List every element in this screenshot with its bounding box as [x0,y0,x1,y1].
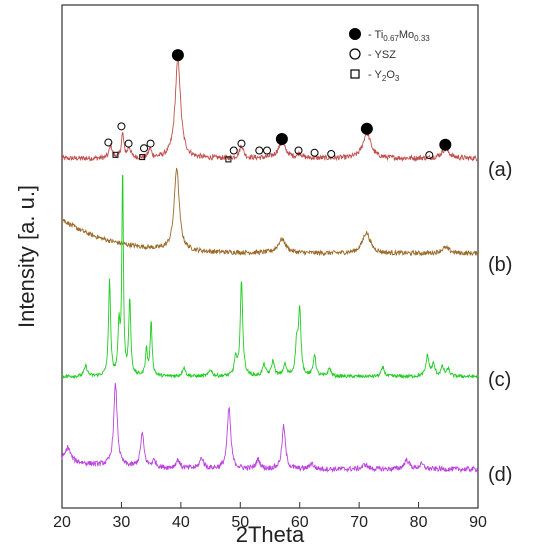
x-tick-label: 70 [350,514,368,531]
legend-label-ti-mo: - Ti0.67Mo0.33 [368,29,430,43]
ysz-peak-marker [124,139,133,148]
curve-b [61,167,479,257]
ysz-peak-marker [237,139,246,148]
curve-a [61,58,479,163]
curve-series-group [61,58,479,474]
legend-marker-open-circle [349,48,361,60]
ysz-peak-marker [263,146,272,155]
legend-entry-y2o3: - Y2O3 [350,69,400,83]
ti-mo-peak-marker [360,122,373,135]
x-tick-label: 60 [291,514,309,531]
legend-marker-open-square [350,69,360,79]
y2o3-peak-marker [112,151,119,158]
ysz-peak-marker [327,149,336,158]
x-axis-title: 2Theta [236,522,305,547]
ysz-peak-marker [229,146,238,155]
ysz-peak-marker [140,144,149,153]
legend-marker-filled-circle [349,28,361,40]
x-tick-label: 80 [410,514,428,531]
ysz-peak-marker [104,138,113,147]
plot-frame [61,4,479,509]
x-tick-label: 50 [231,514,249,531]
curve-c [61,174,479,380]
curve-d [61,382,479,474]
x-tick-label: 20 [53,514,71,531]
curve-label-a: (a) [488,159,512,181]
ysz-peak-marker [146,139,155,148]
plot-area [61,4,479,509]
ysz-peak-marker [117,122,126,131]
x-tick-label: 40 [172,514,190,531]
curve-label-b: (b) [488,254,512,276]
x-tick-group: 20 30 40 50 60 70 80 90 [53,502,487,531]
ysz-peak-marker [255,146,264,155]
ti-mo-peak-marker [439,138,452,151]
legend-label-y2o3: - Y2O3 [368,69,400,83]
ti-mo-peak-marker [171,49,184,62]
y2o3-peak-marker [139,154,146,161]
curve-label-d: (d) [488,464,512,486]
ysz-peak-marker [294,146,303,155]
legend-entry-ti-mo: - Ti0.67Mo0.33 [349,28,430,43]
legend: - Ti0.67Mo0.33 - YSZ - Y2O3 [349,28,430,83]
legend-label-ysz: - YSZ [368,49,396,61]
ti-mo-peak-marker [275,133,288,146]
y2o3-peak-marker [225,156,232,163]
peak-marker-group [104,49,452,163]
x-tick-label: 30 [113,514,131,531]
x-tick-label: 90 [469,514,487,531]
curve-label-c: (c) [488,369,511,391]
ysz-peak-marker [425,151,434,160]
legend-entry-ysz: - YSZ [349,48,396,61]
ysz-peak-marker [310,148,319,157]
curve-label-group: (a) (b) (c) (d) [488,159,512,486]
y-axis-title: Intensity [a. u.] [14,185,39,328]
